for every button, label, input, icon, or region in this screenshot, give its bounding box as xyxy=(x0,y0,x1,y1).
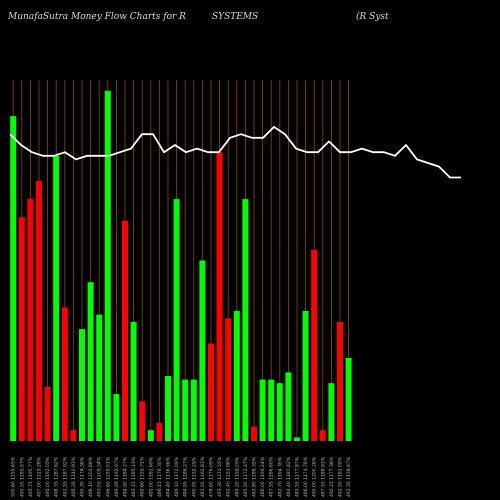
bar xyxy=(208,343,214,441)
bar xyxy=(156,422,163,441)
bar xyxy=(147,430,154,441)
x-tick-label: 486.00 1194.24% xyxy=(260,456,266,497)
bar xyxy=(61,307,68,441)
x-tick-label: 495.75 1195.77% xyxy=(28,456,34,497)
bar xyxy=(302,311,309,441)
x-tick-label: 482.70 1194.30% xyxy=(277,456,283,497)
x-tick-label: 484.95 1186.27% xyxy=(183,456,189,497)
chart-header-left: MunafaSutra Money Flow Charts for R xyxy=(8,12,186,22)
x-tick-label: 490.30 1174.36% xyxy=(80,456,86,497)
x-tick-label: 484.90 1184.27% xyxy=(123,456,129,497)
bar xyxy=(268,379,275,441)
bar xyxy=(130,321,137,441)
bar xyxy=(96,314,103,441)
bar xyxy=(104,90,111,442)
x-tick-label: 493.30 1231.55% xyxy=(217,456,223,497)
x-tick-label: 490.55 1185.97% xyxy=(19,456,25,497)
bar xyxy=(165,376,171,441)
bar xyxy=(199,260,206,441)
x-tick-label: 487.55 1186.60% xyxy=(269,456,275,497)
bar xyxy=(225,318,232,441)
x-tick-label: 486.15 1176.30% xyxy=(157,456,163,497)
bar xyxy=(259,379,266,441)
x-tick-label: 483.80 1188.35% xyxy=(252,456,258,497)
chart-header-symbol: SYSTEMS xyxy=(212,12,259,22)
x-tick-label: 483.15 1185.13% xyxy=(131,456,137,497)
bar xyxy=(251,426,257,441)
x-tick-label: 489.10 1172.09% xyxy=(174,456,180,497)
x-tick-label: 487.55 1188.91% xyxy=(320,456,326,497)
line-series xyxy=(9,126,461,179)
x-tick-label: 485.60 1155.71% xyxy=(140,456,146,497)
x-tick-label: 485.00 1182.69% xyxy=(148,456,154,497)
x-tick-label: 496.60 1259.01% xyxy=(105,456,111,497)
x-tick-label: 480.95 1152.25% xyxy=(191,456,197,497)
bar xyxy=(337,321,343,441)
bar xyxy=(285,372,292,441)
x-tick-label: 489.20 1199.29% xyxy=(234,456,240,497)
x-tick-label: 500.60 1259.65% xyxy=(11,456,17,497)
money-flow-line xyxy=(9,126,461,179)
bar xyxy=(311,249,318,441)
bar xyxy=(36,181,42,441)
bar xyxy=(79,329,85,441)
bar xyxy=(87,282,94,441)
bar xyxy=(53,155,60,442)
x-tick-label: 485.50 1172.47% xyxy=(243,456,249,497)
x-tick-label: 485.55 1177.87% xyxy=(295,456,301,497)
bar-series xyxy=(10,90,352,442)
x-tick-label: 491.40 1151.96% xyxy=(226,456,232,497)
bar xyxy=(27,199,34,441)
bar xyxy=(44,386,51,441)
bar xyxy=(345,358,352,441)
bar xyxy=(233,311,240,441)
x-tick-labels: 500.60 1259.65% 490.55 1185.97% 495.75 119… xyxy=(11,456,352,497)
x-tick-label: 491.55 1187.92% xyxy=(62,456,68,497)
bar xyxy=(18,217,25,441)
bar xyxy=(216,152,223,441)
x-tick-label: 492.35 1138.97% xyxy=(346,456,352,497)
x-tick-label: 495.35 1140.93% xyxy=(71,456,77,497)
bar xyxy=(294,437,300,441)
x-tick-label: 490.00 1200.26% xyxy=(312,456,318,497)
x-tick-label: 478.60 1176.09% xyxy=(209,456,215,497)
x-tick-label: 486.00 1174.78% xyxy=(303,456,309,497)
x-tick-label: 496.10 1202.88% xyxy=(88,456,94,497)
bar xyxy=(276,383,283,441)
x-tick-label: 484.40 1187.82% xyxy=(286,456,292,497)
bar xyxy=(182,379,189,441)
bar xyxy=(122,220,128,441)
bar xyxy=(70,430,77,441)
x-tick-label: 498.35 1287.62% xyxy=(54,456,60,497)
x-tick-label: 493.05 1205.34% xyxy=(97,456,103,497)
bar xyxy=(113,394,120,441)
bar xyxy=(10,116,17,441)
x-tick-label: 497.00 1225.28% xyxy=(37,456,43,497)
x-tick-label: 481.55 1162.83% xyxy=(200,456,206,497)
x-tick-label: 489.95 1192.97% xyxy=(114,456,120,497)
bar xyxy=(139,401,146,441)
x-tick-label: 495.00 1192.05% xyxy=(45,456,51,497)
x-tick-label: 484.40 1136.96% xyxy=(166,456,172,497)
chart-header-right: (R Syst xyxy=(356,12,389,22)
x-tick-label: 490.25 1177.36% xyxy=(329,456,335,497)
bar xyxy=(319,430,326,441)
bar xyxy=(242,199,249,441)
bar xyxy=(328,383,335,441)
bar xyxy=(190,379,197,441)
bar xyxy=(173,199,180,441)
x-tick-label: 491.50 1182.09% xyxy=(338,456,344,497)
